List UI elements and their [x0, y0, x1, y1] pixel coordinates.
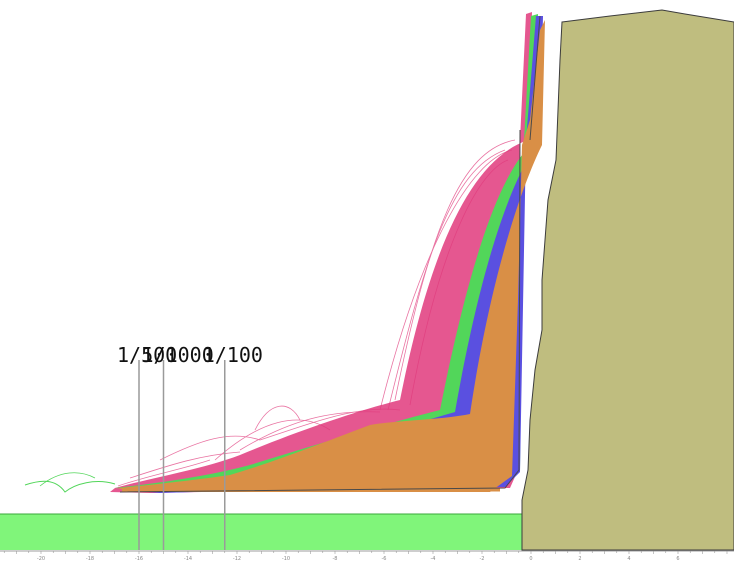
- trajectory-envelope-pink: [110, 12, 532, 493]
- return-period-label: 1/500: [117, 343, 177, 367]
- x-axis-tick-label: -16: [135, 556, 143, 562]
- x-axis: -20 -18 -16 -14 -12 -10 -8 -6 -4 -2 0 2 4 6: [0, 550, 734, 562]
- return-period-label: 1/100: [203, 343, 263, 367]
- trajectory-lines-pink: [117, 139, 516, 487]
- x-axis-tick-label: -8: [333, 556, 338, 562]
- x-axis-tick-label: 2: [578, 556, 581, 562]
- x-axis-tick-label: -20: [37, 556, 45, 562]
- x-axis-tick-label: -10: [282, 556, 290, 562]
- x-axis-tick-label: -2: [480, 556, 485, 562]
- x-axis-tick-label: 0: [529, 556, 532, 562]
- x-axis-tick-label: -14: [184, 556, 192, 562]
- x-axis-tick-label: 4: [627, 556, 630, 562]
- water-surface: [0, 514, 522, 550]
- x-axis-tick-label: -4: [431, 556, 436, 562]
- trajectory-outline: [119, 15, 541, 493]
- x-axis-tick-label: -6: [382, 556, 387, 562]
- x-axis-ticks: -20 -18 -16 -14 -12 -10 -8 -6 -4 -2 0 2 4 6: [3, 551, 728, 562]
- x-axis-tick-label: 6: [676, 556, 679, 562]
- cliff-face: [521, 9, 734, 551]
- x-axis-tick-label: -12: [233, 556, 241, 562]
- x-axis-tick-label: -18: [86, 556, 94, 562]
- return-period-label: 1/1000: [142, 343, 214, 367]
